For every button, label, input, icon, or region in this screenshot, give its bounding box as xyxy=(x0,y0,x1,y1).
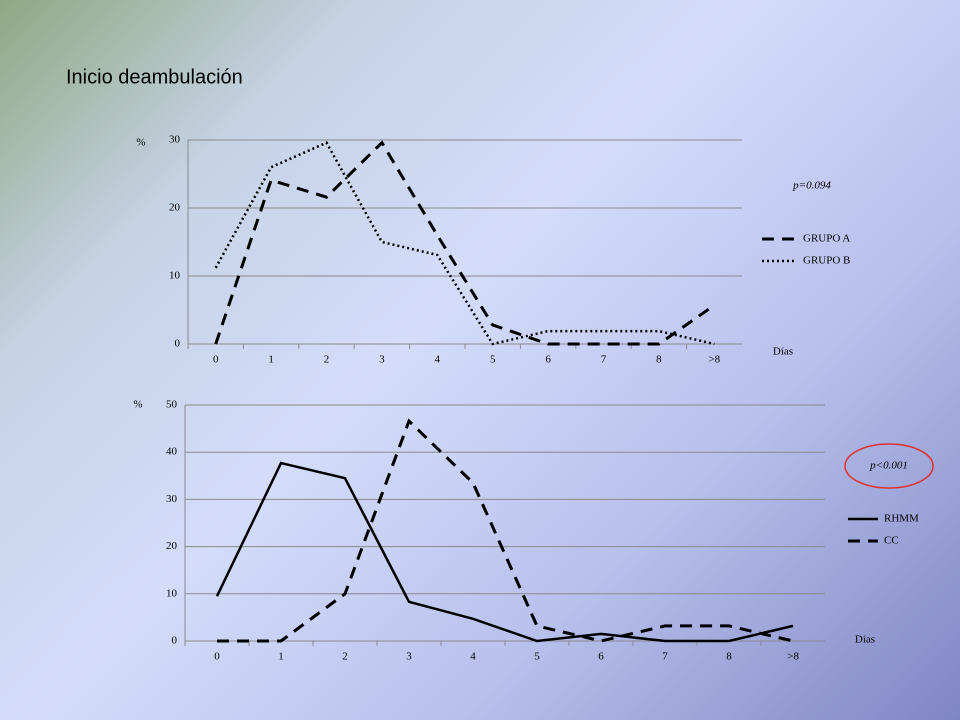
legend-label: CC xyxy=(884,535,899,547)
highlight-ellipse xyxy=(844,443,934,489)
data-line xyxy=(214,140,716,346)
y-tick-label: 0 xyxy=(175,338,181,350)
y-tick-label: 40 xyxy=(166,446,178,458)
p-value: p=0.094 xyxy=(792,180,831,192)
x-tick-label: 3 xyxy=(406,651,412,663)
y-tick-label: 20 xyxy=(166,540,178,552)
x-tick-label: 6 xyxy=(598,651,604,663)
x-tick-label: 6 xyxy=(545,354,551,366)
y-tick-label: 0 xyxy=(172,635,178,647)
x-tick-label: 5 xyxy=(490,354,496,366)
x-tick-label: 4 xyxy=(435,354,441,366)
y-axis-label: % xyxy=(136,137,145,149)
p-value: p<0.001 xyxy=(869,460,908,472)
y-tick-label: 30 xyxy=(169,134,181,146)
y-tick-label: 10 xyxy=(169,270,181,282)
x-tick-label: 2 xyxy=(342,651,348,663)
y-tick-label: 50 xyxy=(166,399,178,411)
y-tick-label: 20 xyxy=(169,202,181,214)
y-tick-label: 30 xyxy=(166,493,178,505)
x-tick-label: >8 xyxy=(708,354,720,366)
x-tick-label: 7 xyxy=(662,651,668,663)
x-tick-label: 4 xyxy=(470,651,476,663)
x-tick-label: 8 xyxy=(656,354,662,366)
x-tick-label: 5 xyxy=(534,651,540,663)
x-tick-label: 7 xyxy=(601,354,607,366)
data-line xyxy=(217,418,794,643)
x-tick-label: 1 xyxy=(268,354,274,366)
legend-label: RHMM xyxy=(884,513,919,525)
legend-label: GRUPO A xyxy=(803,233,850,245)
x-tick-label: 0 xyxy=(214,651,220,663)
data-line xyxy=(214,141,715,346)
data-line xyxy=(215,461,794,643)
y-tick-label: 10 xyxy=(166,587,178,599)
slide-title: Inicio deambulación xyxy=(66,66,243,88)
x-tick-label: 8 xyxy=(726,651,732,663)
x-tick-label: 2 xyxy=(324,354,330,366)
x-tick-label: >8 xyxy=(787,651,799,663)
x-tick-label: 1 xyxy=(278,651,284,663)
x-tick-label: 3 xyxy=(379,354,385,366)
y-axis-label: % xyxy=(133,399,142,411)
x-tick-label: 0 xyxy=(213,354,219,366)
legend-label: GRUPO B xyxy=(803,255,850,267)
x-axis-label: Días xyxy=(855,634,875,646)
x-axis-label: Días xyxy=(773,346,793,358)
